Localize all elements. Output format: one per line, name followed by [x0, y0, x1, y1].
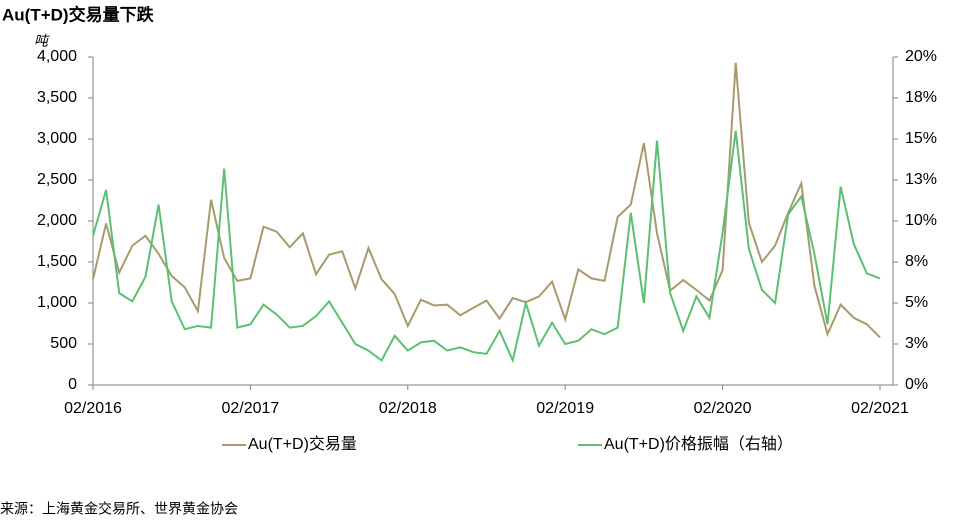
- y-tick-label: 4,000: [37, 48, 77, 65]
- y2-tick-label: 3%: [905, 335, 928, 352]
- y-tick-label: 1,000: [37, 294, 77, 311]
- series-line: [92, 62, 881, 339]
- y-tick-label: 0: [68, 376, 77, 393]
- y2-tick-label: 20%: [905, 48, 937, 65]
- x-tick-label: 02/2016: [64, 400, 122, 417]
- legend-label: Au(T+D)价格振幅（右轴）: [604, 435, 793, 453]
- y-tick-label: 500: [50, 335, 77, 352]
- chart-title: Au(T+D)交易量下跌: [2, 4, 155, 24]
- series-line: [92, 130, 881, 364]
- y-tick-label: 1,500: [37, 253, 77, 270]
- y-tick-label: 3,500: [37, 89, 77, 106]
- y2-tick-label: 8%: [905, 253, 928, 270]
- x-tick-label: 02/2017: [221, 400, 279, 417]
- y2-tick-label: 15%: [905, 130, 937, 147]
- x-tick-label: 02/2020: [694, 400, 752, 417]
- legend-label: Au(T+D)交易量: [248, 435, 357, 453]
- y2-tick-label: 18%: [905, 89, 937, 106]
- source-note: 来源：上海黄金交易所、世界黄金协会: [0, 501, 238, 517]
- y-unit: 吨: [34, 33, 50, 49]
- y2-tick-label: 13%: [905, 171, 937, 188]
- y-tick-label: 3,000: [37, 130, 77, 147]
- x-tick-label: 02/2018: [379, 400, 437, 417]
- y2-tick-label: 5%: [905, 294, 928, 311]
- y2-tick-label: 0%: [905, 376, 928, 393]
- x-tick-label: 02/2019: [536, 400, 594, 417]
- y2-tick-label: 10%: [905, 212, 937, 229]
- x-tick-label: 02/2021: [851, 400, 909, 417]
- y-tick-label: 2,500: [37, 171, 77, 188]
- y-tick-label: 2,000: [37, 212, 77, 229]
